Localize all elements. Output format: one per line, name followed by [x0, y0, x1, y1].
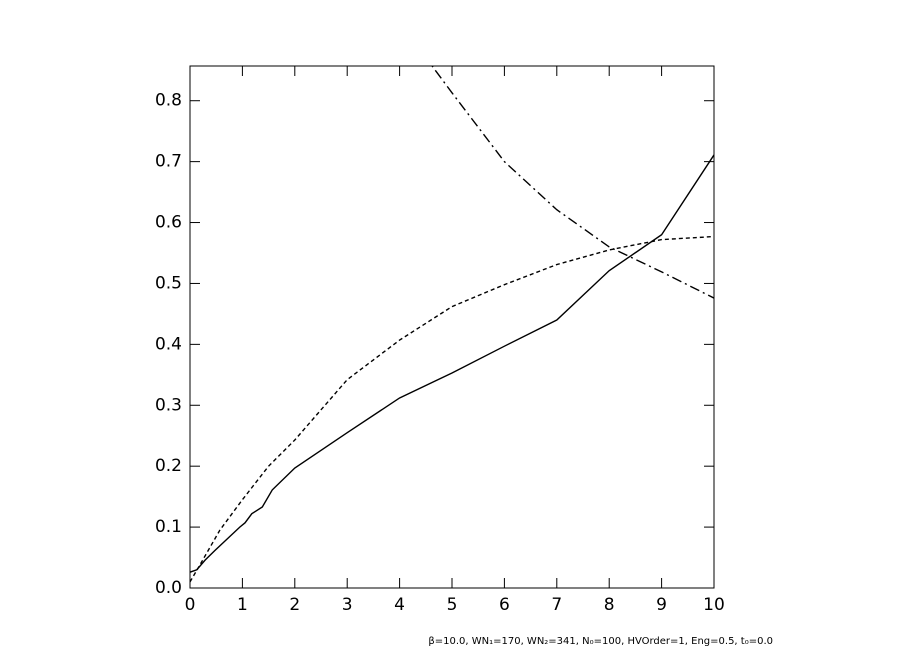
x-tick-label: 4 [394, 595, 405, 615]
x-tick-label: 8 [604, 595, 615, 615]
y-tick-label: 0.1 [155, 517, 182, 537]
x-tick-label: 10 [703, 595, 725, 615]
line-series [190, 235, 714, 583]
plot-area [190, 66, 714, 583]
y-tick-label: 0.7 [155, 152, 182, 172]
y-tick-label: 0.8 [155, 91, 182, 111]
y-tick-label: 0.6 [155, 213, 182, 233]
footnote: β=10.0, WN₁=170, WN₂=341, N₀=100, HVOrde… [428, 636, 773, 647]
y-tick-label: 0.0 [155, 578, 182, 598]
line-series [190, 154, 714, 573]
y-tick-label: 0.4 [155, 334, 182, 354]
x-tick-label: 9 [656, 595, 667, 615]
x-tick-label: 0 [185, 595, 196, 615]
x-tick-label: 2 [289, 595, 300, 615]
x-tick-label: 3 [342, 595, 353, 615]
x-tick-label: 7 [551, 595, 562, 615]
y-tick-label: 0.2 [155, 456, 182, 476]
x-tick-label: 5 [447, 595, 458, 615]
x-tick-label: 6 [499, 595, 510, 615]
y-tick-label: 0.5 [155, 273, 182, 293]
x-tick-label: 1 [237, 595, 248, 615]
y-tick-label: 0.3 [155, 395, 182, 415]
line-series [431, 66, 714, 299]
plot-frame [189, 65, 715, 589]
